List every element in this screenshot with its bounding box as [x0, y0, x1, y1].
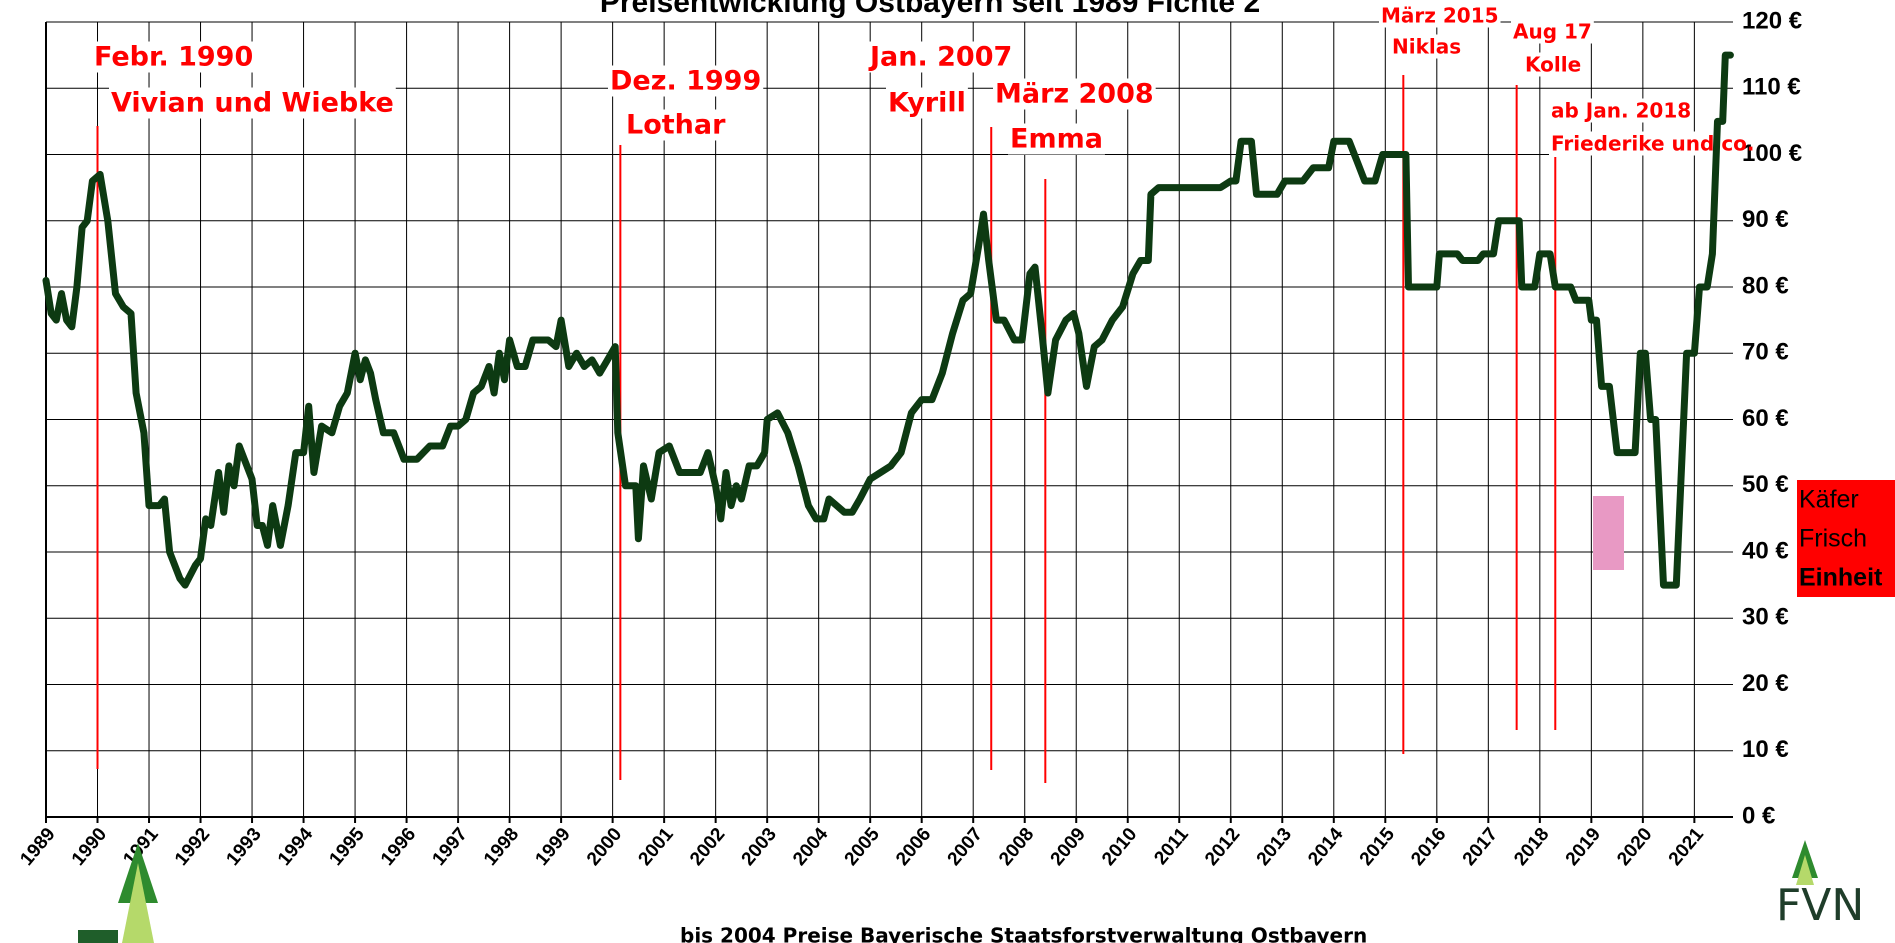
legend-text: Käfer [1799, 486, 1859, 514]
y-tick-label: 120 € [1742, 7, 1802, 34]
footer: bis 2004 Preise Bayerische Staatsforstve… [680, 924, 1367, 943]
x-tick-label: 2003 [738, 824, 781, 870]
x-tick-label: 2013 [1253, 824, 1296, 870]
x-tick-label: 1992 [171, 824, 214, 870]
x-tick-label: 1989 [16, 824, 59, 870]
y-tick-label: 60 € [1742, 405, 1789, 432]
y-tick-label: 30 € [1742, 604, 1789, 631]
logo-left [78, 843, 158, 943]
x-tick-label: 1996 [377, 824, 420, 870]
chart-title: Preisentwicklung Ostbayern seit 1989 Fic… [600, 0, 1260, 19]
x-tick-label: 2006 [892, 824, 935, 870]
label-bg [1549, 131, 1757, 156]
x-tick-label: 2000 [583, 824, 626, 870]
x-tick-label: 2011 [1150, 824, 1193, 869]
x-tick-label: 2017 [1459, 824, 1502, 870]
y-tick-label: 50 € [1742, 471, 1789, 498]
annotation-label: Jan. 2007 [868, 42, 1012, 73]
label-bg [624, 109, 729, 141]
annotation-label: Kolle [1525, 53, 1581, 77]
annotation-label: März 2008 [995, 79, 1154, 110]
label-bg [1379, 3, 1501, 28]
x-tick-label: 1997 [428, 824, 471, 870]
label-bg [866, 41, 1015, 73]
y-tick-label: 40 € [1742, 537, 1789, 564]
x-tick-label: 1994 [274, 824, 318, 870]
label-bg [1523, 52, 1584, 77]
label-bg [1008, 123, 1105, 155]
y-tick-label: 110 € [1742, 74, 1801, 101]
x-tick-label: 1990 [68, 824, 111, 870]
label-bg [608, 65, 764, 97]
annotation-label: Lothar [626, 110, 726, 141]
annotations [92, 3, 1757, 783]
x-tick-label: 1995 [325, 824, 369, 870]
annotation-label: März 2015 [1381, 4, 1499, 28]
logo-text: FVN [1776, 880, 1864, 931]
annotation-label: Kyrill [888, 88, 966, 119]
annotation-label: Niklas [1392, 35, 1461, 59]
x-tick-label: 2001 [635, 824, 679, 870]
y-tick-label: 0 € [1742, 802, 1775, 829]
x-tick-label: 2018 [1510, 824, 1553, 870]
logo-right: FVN [1776, 840, 1864, 931]
y-tick-label: 70 € [1742, 339, 1789, 366]
plot: 0 € 10 € 20 € 30 € 40 € 50 € 60 € 70 € 80 € 90 € 1… [16, 7, 1802, 869]
annotation-label: Friederike und co. [1551, 132, 1755, 156]
annotation-label: Dez. 1999 [610, 66, 761, 97]
label-bg [1390, 34, 1464, 59]
annotation-label: ab Jan. 2018 [1551, 99, 1691, 123]
x-tick-label: 2015 [1356, 824, 1400, 870]
annotation-label: Emma [1010, 124, 1103, 155]
x-tick-label: 2010 [1098, 824, 1141, 870]
label-bg [1511, 19, 1594, 44]
annotation-label: Aug 17 [1513, 20, 1592, 44]
label-bg [993, 78, 1156, 110]
x-tick-label: 2014 [1304, 824, 1348, 870]
x-tick-label: 2008 [995, 824, 1038, 870]
x-tick-label: 2020 [1613, 824, 1656, 870]
grid [45, 21, 1733, 818]
y-tick-label: 100 € [1742, 140, 1802, 167]
x-tick-label: 2016 [1407, 824, 1450, 870]
x-tick-label: 2004 [789, 824, 833, 870]
x-tick-label: 1999 [532, 824, 575, 870]
legend-text: Einheit [1799, 564, 1883, 592]
y-tick-label: 10 € [1742, 736, 1789, 763]
x-tick-label: 1998 [480, 824, 523, 870]
legend-text: Frisch [1799, 525, 1867, 553]
price-line [42, 51, 1734, 589]
annotation-label: Vivian und Wiebke [111, 88, 394, 119]
label-bg [886, 87, 968, 119]
highlight-box [1593, 496, 1624, 570]
x-tick-label: 2005 [841, 824, 885, 870]
x-tick-label: 2021 [1665, 824, 1709, 870]
x-tick-label: 1993 [222, 824, 265, 870]
label-bg [92, 41, 256, 73]
label-bg [1549, 98, 1694, 123]
label-bg [109, 87, 396, 119]
y-tick-label: 20 € [1742, 670, 1789, 697]
x-tick-label: 2019 [1562, 824, 1605, 870]
y-tick-label: 80 € [1742, 272, 1789, 299]
annotation-label: Febr. 1990 [94, 42, 253, 73]
x-tick-label: 2012 [1201, 824, 1244, 870]
x-tick-label: 2007 [944, 824, 987, 870]
y-tick-label: 90 € [1742, 206, 1789, 233]
x-tick-label: 2009 [1047, 824, 1090, 870]
legend-box [1797, 480, 1895, 597]
x-tick-label: 2002 [686, 824, 729, 870]
